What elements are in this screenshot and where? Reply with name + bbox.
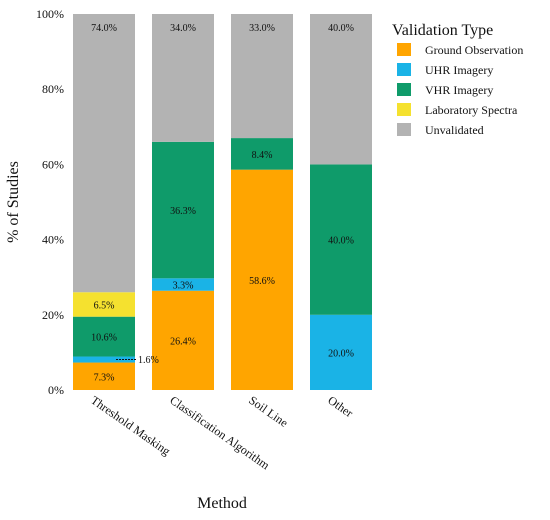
bar-segment-0-0 [73, 362, 135, 390]
y-tick-label-5: 100% [36, 7, 64, 21]
bar-segment-0-2 [73, 316, 135, 357]
y-tick-label-1: 20% [42, 308, 64, 322]
segment-label-1-4: 34.0% [170, 23, 196, 34]
segment-label-0-3: 6.5% [94, 300, 115, 311]
x-tick-label-0: Threshold Masking [88, 393, 173, 458]
segment-label-0-4: 74.0% [91, 23, 117, 34]
segment-label-1-1: 3.3% [173, 281, 194, 292]
legend: Validation Type Ground Observation UHR Im… [392, 22, 523, 137]
bar-segment-1-4 [152, 14, 214, 142]
segment-label-0-0: 7.3% [94, 372, 115, 383]
segment-label-3-2: 40.0% [328, 236, 354, 247]
x-tick-label-3: Other [325, 393, 355, 420]
bars-group [73, 14, 372, 390]
legend-swatch-3 [397, 103, 411, 116]
y-tick-label-4: 80% [42, 82, 64, 96]
y-tick-label-2: 40% [42, 233, 64, 247]
bar-segment-0-3 [73, 292, 135, 317]
legend-label-2: VHR Imagery [425, 83, 493, 97]
bar-segment-2-2 [231, 138, 293, 170]
y-axis-title: % of Studies [5, 161, 22, 243]
segment-label-3-4: 40.0% [328, 23, 354, 34]
segment-label-0-1: 1.6% [138, 355, 159, 366]
bar-segment-0-4 [73, 14, 135, 293]
bar-segment-2-4 [231, 14, 293, 139]
legend-label-0: Ground Observation [425, 43, 523, 57]
segment-label-0-2: 10.6% [91, 333, 117, 344]
bar-segment-1-0 [152, 290, 214, 390]
bar-segment-3-2 [310, 164, 372, 315]
x-axis-title: Method [197, 495, 247, 512]
y-ticks-group: 0% 20% 40% 60% 80% 100% [36, 7, 64, 397]
legend-swatch-2 [397, 83, 411, 96]
legend-swatch-4 [397, 123, 411, 136]
bar-segment-3-1 [310, 314, 372, 390]
legend-label-1: UHR Imagery [425, 63, 493, 77]
legend-title: Validation Type [392, 22, 493, 39]
bar-segment-2-0 [231, 169, 293, 390]
legend-items: Ground Observation UHR Imagery VHR Imagery… [397, 43, 523, 137]
segment-label-2-4: 33.0% [249, 23, 275, 34]
y-tick-label-0: 0% [48, 383, 64, 397]
legend-swatch-1 [397, 63, 411, 76]
legend-label-3: Laboratory Spectra [425, 103, 518, 117]
bar-segment-1-1 [152, 278, 214, 291]
segment-label-2-2: 8.4% [252, 150, 273, 161]
segment-label-2-0: 58.6% [249, 276, 275, 287]
bar-segment-3-4 [310, 14, 372, 165]
bar-segment-1-2 [152, 141, 214, 279]
segment-label-1-2: 36.3% [170, 206, 196, 217]
legend-swatch-0 [397, 43, 411, 56]
y-tick-label-3: 60% [42, 157, 64, 171]
legend-label-4: Unvalidated [425, 123, 484, 137]
segment-label-3-1: 20.0% [328, 348, 354, 359]
segment-labels-group: 7.3% 1.6% 10.6% 6.5% 74.0% 26.4% 3.3% 36.3% 34.0… [91, 23, 354, 383]
segment-label-1-0: 26.4% [170, 336, 196, 347]
x-tick-label-2: Soil Line [246, 393, 290, 430]
bar-segment-0-1 [73, 356, 135, 363]
